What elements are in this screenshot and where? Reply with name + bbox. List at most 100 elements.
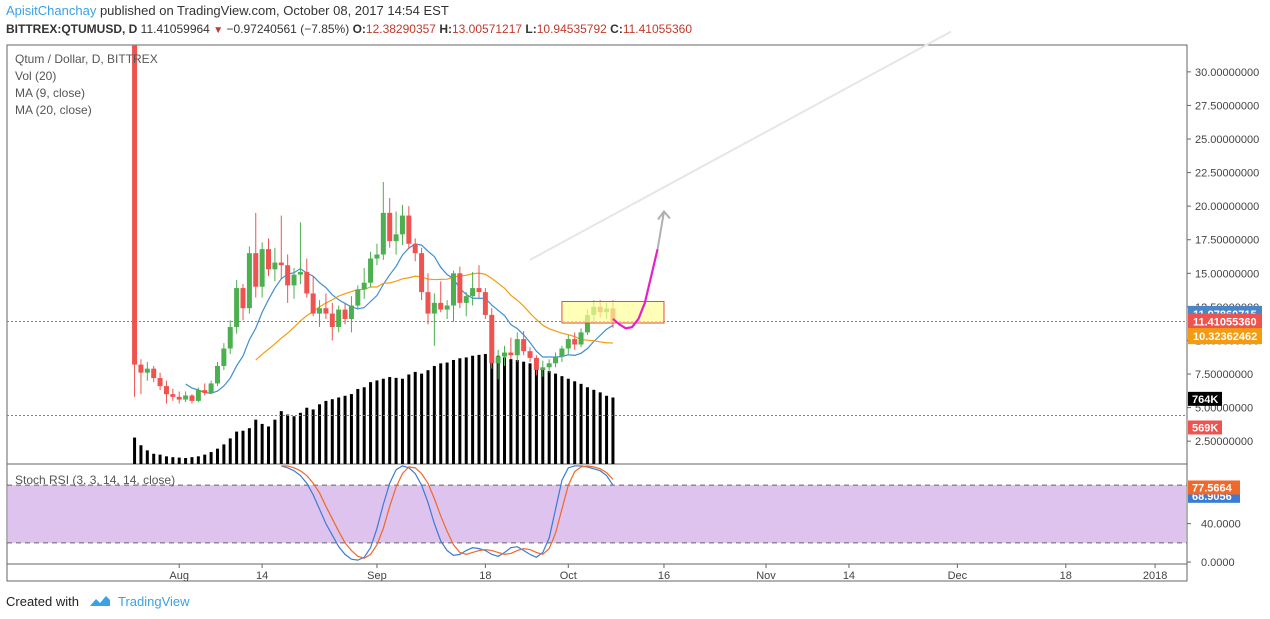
- volume-bar: [215, 448, 219, 464]
- forecast-arrow-line[interactable]: [656, 211, 665, 250]
- candle-body: [163, 386, 169, 395]
- volume-bar: [279, 411, 283, 464]
- candle-body: [291, 274, 297, 286]
- candle-body: [151, 368, 157, 379]
- time-tick-label: Nov: [756, 570, 776, 582]
- volume-bar: [547, 371, 551, 464]
- volume-bar: [464, 357, 468, 464]
- candle-body: [438, 302, 444, 310]
- volume-bar: [362, 387, 366, 464]
- candle-body: [329, 313, 335, 328]
- volume-bar: [407, 374, 411, 464]
- volume-bar: [152, 453, 156, 464]
- high-label: H:: [439, 22, 452, 36]
- volume-bar: [381, 378, 385, 464]
- candle-body: [214, 365, 220, 384]
- candle-body: [412, 243, 418, 254]
- volume-bar: [400, 378, 404, 464]
- candle-body: [323, 308, 329, 314]
- forecast-path[interactable]: [612, 248, 659, 330]
- candle-body: [399, 215, 405, 235]
- candle-body: [138, 364, 144, 373]
- time-tick-label: Aug: [169, 570, 189, 582]
- candle-body: [195, 390, 201, 401]
- volume-bar: [509, 359, 513, 464]
- forecast-arrowhead-icon: [657, 209, 671, 221]
- ma9-legend: MA (9, close): [15, 86, 86, 100]
- volume-bar: [145, 450, 149, 464]
- volume-bar: [426, 370, 430, 464]
- candle-body: [425, 292, 431, 314]
- volume-bar: [477, 354, 481, 464]
- candle-body: [342, 309, 348, 319]
- candle-body: [259, 249, 265, 287]
- candle-body: [208, 383, 214, 393]
- candle-body: [470, 288, 476, 297]
- volume-bar: [343, 395, 347, 464]
- candle-body: [266, 249, 272, 270]
- last-price: 11.41059964: [140, 22, 210, 36]
- volume-bar: [496, 355, 500, 464]
- volume-bar: [164, 456, 168, 464]
- volume-bar: [356, 388, 360, 464]
- published-text: published on TradingView.com, October 08…: [99, 3, 449, 18]
- candle-body: [533, 357, 539, 370]
- candle-body: [132, 45, 138, 365]
- price-tick-label: 25.00000000: [1195, 134, 1259, 146]
- main-pane: [6, 44, 1188, 465]
- volume-bar: [515, 359, 519, 464]
- volume-bar: [292, 416, 296, 464]
- volume-bar: [490, 354, 494, 464]
- chart-title: Qtum / Dollar, D, BITTREX: [15, 52, 158, 66]
- price-tick-label: 22.50000000: [1195, 168, 1259, 180]
- volume-bar: [483, 354, 487, 464]
- stoch-d-tag-bg: [1188, 480, 1240, 495]
- candle-body: [540, 367, 546, 370]
- volume-bar: [528, 363, 532, 464]
- volume-bar: [585, 387, 589, 464]
- volume-bar: [554, 373, 558, 464]
- candle-body: [572, 339, 578, 345]
- time-tick-label: 14: [256, 570, 268, 582]
- price-tick-label: 20.00000000: [1195, 201, 1259, 213]
- tradingview-logo-icon[interactable]: [89, 595, 111, 610]
- created-with-label: Created with: [6, 594, 79, 609]
- volume-last-tag-bg: [1188, 391, 1222, 406]
- candle-body: [221, 348, 227, 366]
- candle-body: [482, 292, 488, 315]
- time-tick-label: 14: [843, 570, 855, 582]
- time-tick-label: 18: [1060, 570, 1072, 582]
- down-arrow-icon: ▼: [213, 25, 224, 36]
- volume-bar: [394, 377, 398, 464]
- symbol-label: BITTREX:QTUMUSD, D: [6, 22, 138, 36]
- candle-body: [527, 351, 533, 358]
- volume-bar: [311, 409, 315, 464]
- volume-bar: [598, 392, 602, 464]
- volume-last-tag: 764K: [1192, 394, 1218, 406]
- volume-bar: [388, 377, 392, 464]
- candle-body: [144, 368, 150, 373]
- low-value: 10.94535792: [536, 22, 607, 36]
- author-name[interactable]: ApisitChanchay: [6, 3, 97, 18]
- tradingview-link[interactable]: TradingView: [118, 594, 190, 609]
- volume-bar: [451, 359, 455, 464]
- volume-bar: [413, 371, 417, 464]
- candle-body: [463, 296, 469, 303]
- volume-bar: [458, 358, 462, 464]
- price-tick-label: 30.00000000: [1195, 67, 1259, 79]
- candle-body: [584, 314, 590, 333]
- ma20-legend: MA (20, close): [15, 103, 92, 117]
- candle-body: [457, 273, 463, 303]
- vol-legend: Vol (20): [15, 69, 57, 83]
- stoch-d-tag: 77.5664: [1192, 482, 1233, 494]
- volume-bar: [375, 380, 379, 464]
- candle-body: [278, 262, 284, 266]
- candle-body: [157, 378, 163, 387]
- volume-bar: [184, 458, 188, 464]
- candle-body: [176, 396, 182, 400]
- candle-body: [450, 273, 456, 306]
- candle-body: [246, 253, 252, 309]
- price-tick-label: 17.50000000: [1195, 235, 1259, 247]
- ma9-line: [185, 243, 614, 394]
